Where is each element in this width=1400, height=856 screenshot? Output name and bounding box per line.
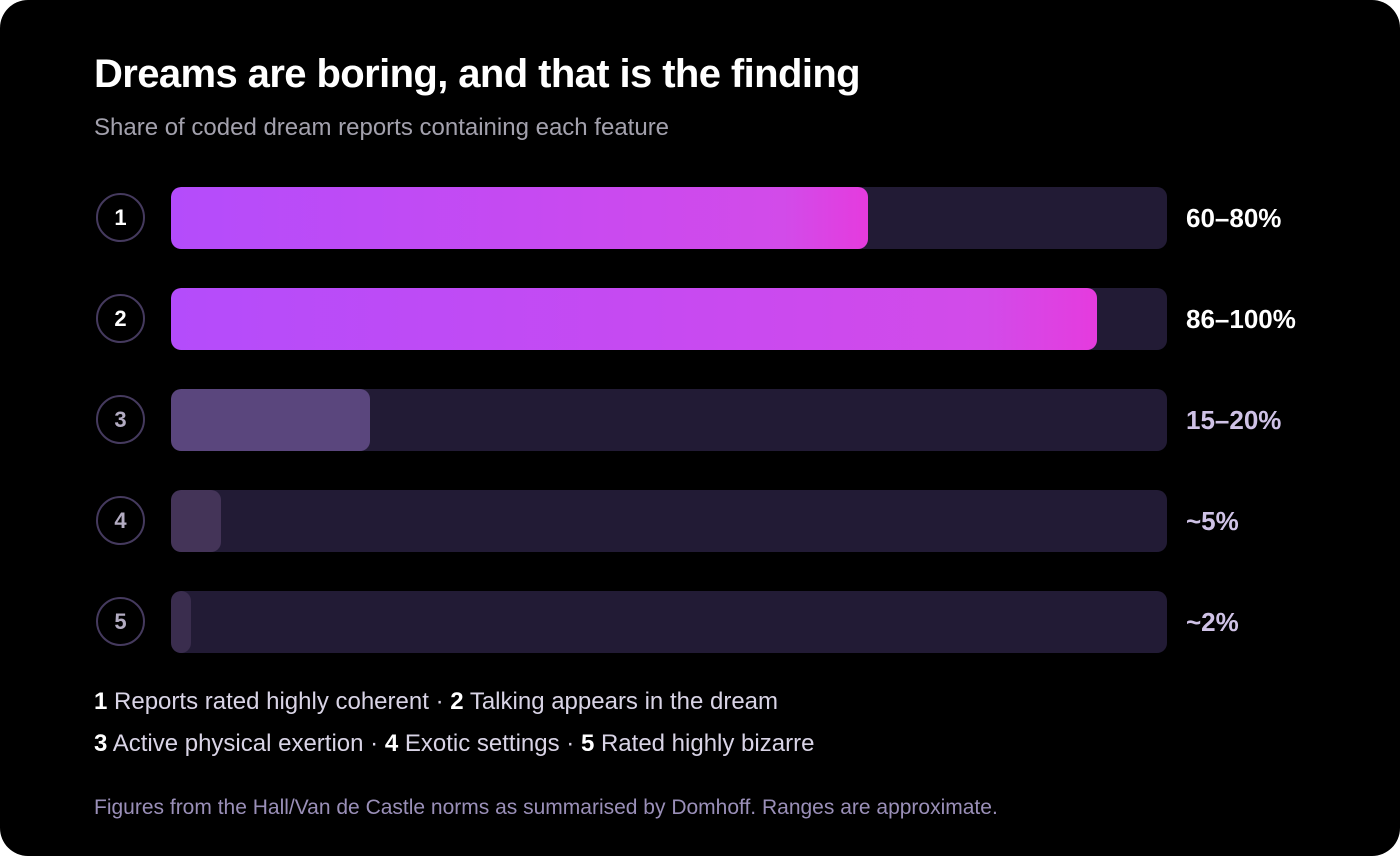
chart-title: Dreams are boring, and that is the findi… — [94, 52, 861, 96]
legend-text: Active physical exertion — [112, 730, 364, 757]
category-number-badge: 3 — [96, 395, 145, 444]
legend-text: Reports rated highly coherent — [114, 688, 429, 715]
legend-num: 5 — [580, 730, 595, 757]
legend-text: Talking appears in the dream — [469, 688, 779, 715]
legend-text: Rated highly bizarre — [600, 730, 815, 757]
bar-track — [171, 288, 1167, 350]
bar-row: 4 ~5% — [0, 490, 1400, 552]
bar-row: 1 60–80% — [0, 187, 1400, 249]
legend-separator: · — [370, 730, 379, 757]
bar-fill — [171, 591, 191, 653]
bar-value-label: ~2% — [1186, 606, 1239, 637]
bar-track — [171, 187, 1167, 249]
bar-value-label: 15–20% — [1186, 404, 1282, 435]
category-number-badge: 4 — [96, 496, 145, 545]
bar-track — [171, 389, 1167, 451]
legend-text: Exotic settings — [404, 730, 560, 757]
category-number-badge: 5 — [96, 597, 145, 646]
legend-separator: · — [435, 688, 444, 715]
bar-value-label: 60–80% — [1186, 202, 1282, 233]
bar-value-label: ~5% — [1186, 505, 1239, 536]
bar-value-label: 86–100% — [1186, 303, 1296, 334]
chart-subtitle: Share of coded dream reports containing … — [94, 114, 670, 141]
footnote: Figures from the Hall/Van de Castle norm… — [94, 796, 998, 819]
bar-fill — [171, 389, 371, 451]
legend-line-1: 1 Reports rated highly coherent · 2 Talk… — [94, 688, 778, 716]
bar-track — [171, 591, 1167, 653]
bar-fill — [171, 490, 221, 552]
bar-row: 2 86–100% — [0, 288, 1400, 350]
legend-num: 2 — [450, 688, 464, 715]
legend-separator: · — [566, 730, 575, 757]
bar-fill — [171, 187, 869, 249]
bar-track — [171, 490, 1167, 552]
legend-num: 1 — [94, 688, 108, 715]
bar-fill — [171, 288, 1098, 350]
category-number-badge: 1 — [96, 193, 145, 242]
category-number-badge: 2 — [96, 294, 145, 343]
legend-line-2: 3 Active physical exertion · 4 Exotic se… — [94, 730, 814, 758]
legend-num: 3 — [94, 730, 108, 757]
legend-num: 4 — [384, 730, 399, 757]
bar-row: 3 15–20% — [0, 389, 1400, 451]
bar-row: 5 ~2% — [0, 591, 1400, 653]
